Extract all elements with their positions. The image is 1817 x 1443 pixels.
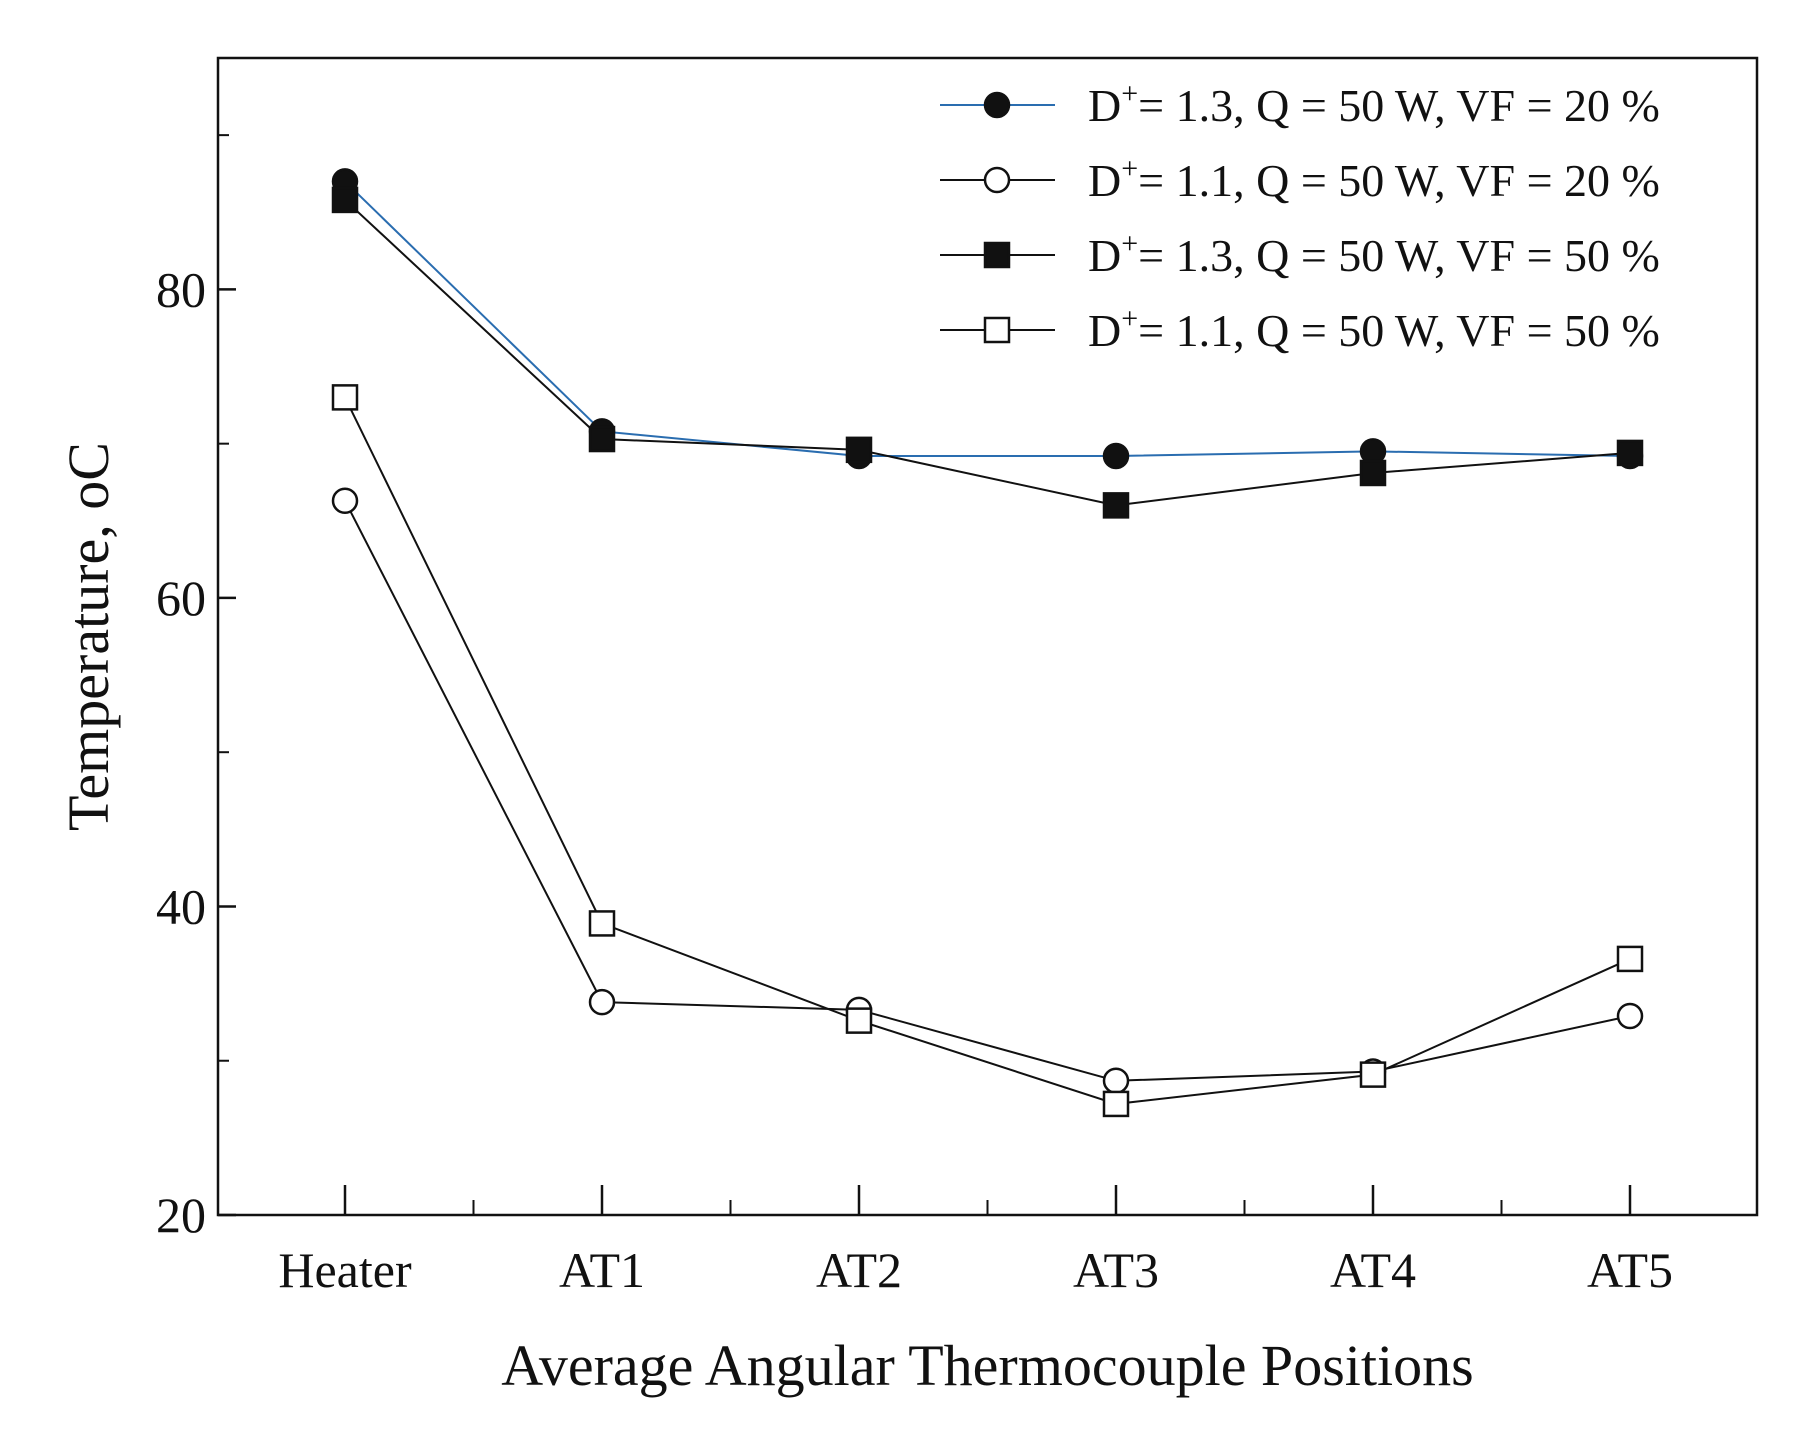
data-point xyxy=(588,988,616,1016)
data-point xyxy=(845,1007,873,1034)
legend-label-superscript: + xyxy=(1121,227,1138,260)
legend-marker xyxy=(983,91,1011,119)
x-tick-label: AT5 xyxy=(1587,1242,1673,1298)
data-point xyxy=(1616,1002,1644,1030)
legend-label-superscript: + xyxy=(1121,302,1138,335)
legend-label-variable: D xyxy=(1088,305,1121,356)
data-point xyxy=(331,186,359,214)
legend-label-values: = 1.1, Q = 50 W, VF = 50 % xyxy=(1138,305,1660,356)
legend-label: D+= 1.3, Q = 50 W, VF = 20 % xyxy=(1088,77,1660,131)
data-point xyxy=(588,910,616,937)
y-axis-title: Temperature, oC xyxy=(56,442,121,831)
data-point xyxy=(845,436,873,464)
data-point xyxy=(1616,439,1644,467)
series-line xyxy=(344,180,1631,458)
data-point xyxy=(1359,1061,1387,1088)
legend-label-values: = 1.3, Q = 50 W, VF = 20 % xyxy=(1138,80,1660,131)
data-point xyxy=(1102,492,1130,519)
data-point xyxy=(1102,1090,1130,1118)
legend-marker xyxy=(983,166,1011,194)
series-line xyxy=(344,500,1631,1082)
y-tick-label: 40 xyxy=(156,878,206,934)
legend-label-variable: D xyxy=(1088,155,1121,206)
x-tick-label: AT4 xyxy=(1330,1242,1416,1298)
legend-label-variable: D xyxy=(1088,80,1121,131)
series-markers-group xyxy=(331,168,1644,1118)
series-line xyxy=(344,396,1631,1105)
legend-label-values: = 1.3, Q = 50 W, VF = 50 % xyxy=(1138,230,1660,281)
axes-group: 20 40 60 80 Heater AT1 AT2 AT3 AT4 AT5 xyxy=(156,56,1759,1298)
x-tick-label: AT1 xyxy=(559,1242,645,1298)
legend-label: D+= 1.1, Q = 50 W, VF = 50 % xyxy=(1088,302,1660,356)
y-axis-title-unit: oC xyxy=(56,442,121,510)
legend-label: D+= 1.1, Q = 50 W, VF = 20 % xyxy=(1088,152,1660,206)
x-tick-label: AT3 xyxy=(1073,1242,1159,1298)
data-point xyxy=(331,487,359,514)
y-tick-label: 60 xyxy=(156,570,206,626)
legend-label-superscript: + xyxy=(1121,77,1138,110)
data-point xyxy=(1102,442,1130,470)
y-tick-label: 80 xyxy=(156,261,206,317)
x-axis-title: Average Angular Thermocouple Positions xyxy=(501,1333,1473,1398)
data-point xyxy=(1102,1067,1130,1095)
x-tick-label: AT2 xyxy=(816,1242,902,1298)
legend-label-values: = 1.1, Q = 50 W, VF = 20 % xyxy=(1138,155,1660,206)
x-tick-label: Heater xyxy=(278,1242,412,1298)
series-lines-group xyxy=(344,180,1631,1105)
y-tick-label: 20 xyxy=(156,1187,206,1243)
data-point xyxy=(1616,945,1644,973)
data-point xyxy=(1359,459,1387,487)
y-axis-title-text: Temperature, xyxy=(56,510,121,831)
legend-marker xyxy=(983,241,1011,269)
legend-label-superscript: + xyxy=(1121,152,1138,185)
legend-marker xyxy=(983,316,1011,344)
data-point xyxy=(331,384,359,411)
data-point xyxy=(588,425,616,453)
series-line xyxy=(344,199,1631,507)
legend-label-variable: D xyxy=(1088,230,1121,281)
legend-label: D+= 1.3, Q = 50 W, VF = 50 % xyxy=(1088,227,1660,281)
legend: D+= 1.3, Q = 50 W, VF = 20 %D+= 1.1, Q =… xyxy=(940,77,1660,356)
